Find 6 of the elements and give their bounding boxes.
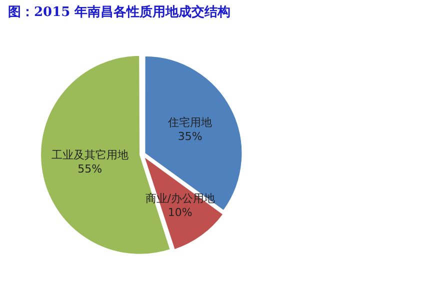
- slice-label: 住宅用地: [168, 116, 212, 130]
- data-label: 35%: [178, 130, 202, 144]
- data-label: 55%: [78, 162, 102, 176]
- slice-label: 工业及其它用地: [51, 148, 128, 162]
- data-label: 10%: [168, 206, 192, 220]
- chart-title: 图：2015 年南昌各性质用地成交结构: [8, 4, 231, 21]
